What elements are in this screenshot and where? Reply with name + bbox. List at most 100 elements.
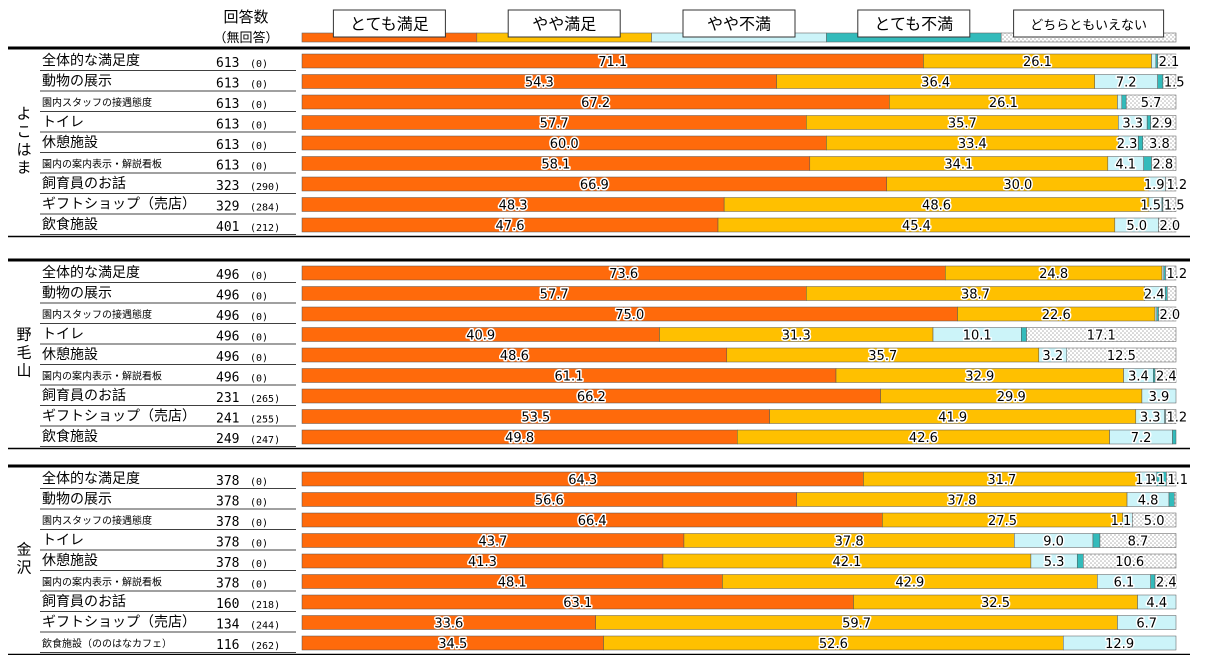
data-label-somewhat_satisfied: 42.6 bbox=[909, 431, 938, 446]
data-label-somewhat_satisfied: 31.3 bbox=[782, 329, 811, 344]
legend-box-somewhat_satisfied bbox=[507, 9, 621, 38]
bar-row: 全体的な満足度 613 (0) 71.1 26.1 2.1 bbox=[40, 52, 1181, 72]
data-label-somewhat_satisfied: 34.1 bbox=[944, 158, 973, 173]
bar-segment-somewhat_dissatisfied bbox=[1117, 94, 1123, 110]
bar-row: 飲食施設（ののはなカフェ） 116 (262) 34.5 52.6 12.9 bbox=[40, 636, 1177, 654]
data-label-somewhat_dissatisfied: 3.2 bbox=[1042, 349, 1063, 364]
noanswer-count: (0) bbox=[250, 559, 268, 570]
data-label-somewhat_dissatisfied: 3.9 bbox=[1149, 390, 1170, 405]
noanswer-count: (0) bbox=[250, 498, 268, 509]
noanswer-count: (0) bbox=[250, 374, 268, 385]
group-label-char: 野 bbox=[16, 325, 31, 343]
bar-segment-neither bbox=[1158, 306, 1177, 322]
data-label-somewhat_satisfied: 26.1 bbox=[989, 96, 1018, 111]
data-label-somewhat_dissatisfied: 2.4 bbox=[1144, 288, 1165, 303]
bar-row: 飼育員のお話 231 (265) 66.2 29.9 3.9 bbox=[40, 387, 1177, 407]
category-label: 飲食施設（ののはなカフェ） bbox=[42, 637, 172, 650]
data-label-somewhat_satisfied: 32.5 bbox=[981, 596, 1010, 611]
noanswer-count: (0) bbox=[250, 539, 268, 550]
noanswer-count: (247) bbox=[250, 435, 280, 446]
group-label-char: は bbox=[16, 140, 31, 158]
data-label-somewhat_dissatisfied: 7.2 bbox=[1116, 76, 1137, 91]
noanswer-count: (218) bbox=[250, 600, 280, 611]
data-label-neither: 1.5 bbox=[1164, 76, 1185, 91]
data-label-somewhat_dissatisfied: 10.1 bbox=[963, 329, 992, 344]
noanswer-count: (0) bbox=[250, 141, 268, 152]
bar-segment-neither bbox=[1165, 176, 1177, 192]
legend-label-neither: どちらともいえない bbox=[1030, 19, 1147, 34]
category-label: 動物の展示 bbox=[42, 492, 112, 508]
data-label-somewhat_satisfied: 29.9 bbox=[997, 390, 1026, 405]
noanswer-count: (0) bbox=[250, 353, 268, 364]
response-count: 378 bbox=[216, 474, 239, 489]
bar-segment-very_dissatisfied bbox=[1146, 115, 1151, 130]
bar-segment-neither bbox=[1167, 286, 1177, 301]
response-count: 613 bbox=[216, 159, 239, 174]
bar-segment-very_dissatisfied bbox=[1076, 553, 1084, 569]
noanswer-count: (244) bbox=[250, 621, 280, 632]
category-label: 飲食施設 bbox=[42, 216, 98, 233]
legend-label-very_satisfied: とても満足 bbox=[350, 15, 429, 34]
bar-row: ギフトショップ（売店） 134 (244) 33.6 59.7 6.7 bbox=[40, 615, 1177, 633]
bar-segment-very_dissatisfied bbox=[1165, 286, 1168, 301]
response-count: 160 bbox=[216, 597, 239, 612]
data-label-very_satisfied: 67.2 bbox=[581, 96, 610, 111]
legend-label-somewhat_satisfied: やや満足 bbox=[532, 15, 596, 34]
response-count: 378 bbox=[216, 495, 239, 510]
noanswer-count: (290) bbox=[250, 182, 280, 193]
data-label-neither: 5.7 bbox=[1141, 96, 1162, 111]
data-label-somewhat_dissatisfied: 3.4 bbox=[1128, 370, 1149, 385]
category-label: 園内の案内表示・解説看板 bbox=[42, 158, 162, 171]
category-label: 園内の案内表示・解説看板 bbox=[42, 576, 162, 589]
response-count: 378 bbox=[216, 577, 239, 592]
response-count: 496 bbox=[216, 350, 239, 365]
data-label-somewhat_satisfied: 38.7 bbox=[961, 288, 990, 303]
data-label-somewhat_dissatisfied: 7.2 bbox=[1131, 431, 1152, 446]
category-label: 全体的な満足度 bbox=[42, 52, 140, 69]
bar-segment-somewhat_dissatisfied bbox=[1161, 265, 1165, 281]
data-label-very_satisfied: 33.6 bbox=[434, 617, 463, 632]
noanswer-count: (0) bbox=[250, 580, 268, 591]
noanswer-count: (0) bbox=[250, 271, 268, 282]
bar-row: 飲食施設 249 (247) 49.8 42.6 7.2 bbox=[40, 428, 1177, 448]
data-label-very_satisfied: 41.3 bbox=[468, 555, 497, 570]
bar-segment-somewhat_dissatisfied bbox=[1117, 615, 1177, 630]
data-label-somewhat_dissatisfied: 5.3 bbox=[1044, 555, 1065, 570]
count-column-title: 回答数 bbox=[223, 8, 268, 26]
response-count: 496 bbox=[216, 330, 239, 345]
category-label: トイレ bbox=[42, 327, 84, 343]
group-label-char: 山 bbox=[16, 361, 31, 379]
legend-box-very_satisfied bbox=[332, 9, 446, 38]
bar-segment-neither bbox=[1083, 553, 1177, 569]
data-label-somewhat_satisfied: 59.7 bbox=[842, 617, 871, 632]
category-label: ギフトショップ（売店） bbox=[42, 409, 196, 425]
noanswer-count: (0) bbox=[250, 59, 268, 70]
data-label-somewhat_dissatisfied: 5.0 bbox=[1126, 219, 1147, 234]
data-label-somewhat_satisfied: 45.4 bbox=[902, 219, 931, 234]
data-label-somewhat_dissatisfied: 3.3 bbox=[1140, 411, 1161, 426]
response-count: 613 bbox=[216, 97, 239, 112]
category-label: 園内スタッフの接遇態度 bbox=[42, 96, 152, 109]
bar-segment-neither bbox=[1151, 156, 1177, 171]
bar-row: 園内の案内表示・解説看板 496 (0) 61.1 32.9 3.4 2.4 bbox=[40, 368, 1178, 386]
bar-segment-very_dissatisfied bbox=[1172, 429, 1177, 445]
bar-segment-neither bbox=[1154, 368, 1177, 383]
response-count: 323 bbox=[216, 179, 239, 194]
noanswer-column-title: （無回答） bbox=[213, 30, 278, 46]
data-label-very_satisfied: 58.1 bbox=[541, 158, 570, 173]
data-label-somewhat_satisfied: 48.6 bbox=[922, 199, 951, 214]
bar-row: 園内の案内表示・解説看板 613 (0) 58.1 34.1 4.1 2.8 bbox=[40, 156, 1177, 174]
category-label: ギフトショップ（売店） bbox=[42, 615, 196, 631]
data-label-somewhat_satisfied: 42.1 bbox=[832, 555, 861, 570]
data-label-neither: 10.6 bbox=[1115, 555, 1144, 570]
data-label-very_satisfied: 57.7 bbox=[540, 288, 569, 303]
legend-box-somewhat_dissatisfied bbox=[682, 9, 796, 38]
response-count: 378 bbox=[216, 536, 239, 551]
data-label-somewhat_dissatisfied: 1.1 bbox=[1111, 514, 1132, 529]
noanswer-count: (0) bbox=[250, 518, 268, 529]
response-count: 329 bbox=[216, 200, 239, 215]
data-label-somewhat_satisfied: 36.4 bbox=[921, 76, 950, 91]
noanswer-count: (265) bbox=[250, 394, 280, 405]
data-label-neither: 2.0 bbox=[1160, 308, 1181, 323]
